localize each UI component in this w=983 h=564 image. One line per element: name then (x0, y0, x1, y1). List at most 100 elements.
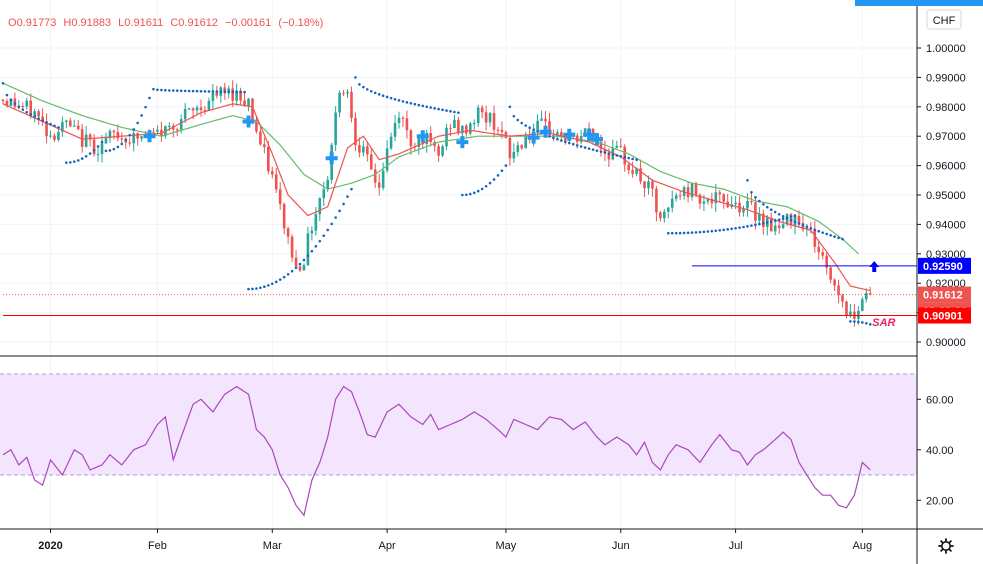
sar-dot (397, 99, 401, 102)
signal-markers (143, 115, 603, 165)
rsi-tick-label: 20.00 (926, 495, 954, 507)
candle-body (564, 136, 567, 141)
sar-dot (72, 160, 76, 163)
candle-body (837, 285, 840, 296)
sar-dot (813, 228, 817, 232)
price-tick-label: 0.95000 (926, 190, 966, 202)
sar-dot (817, 229, 821, 233)
sar-dot (564, 140, 567, 144)
sar-dot (548, 135, 551, 138)
candle-body (758, 213, 761, 221)
currency-button[interactable]: CHF (926, 9, 962, 30)
candle-body (484, 112, 488, 123)
sar-dot (136, 121, 139, 125)
sar-dot (346, 195, 349, 198)
gear-icon[interactable] (938, 538, 954, 554)
sar-dot (13, 102, 17, 105)
candle-body (516, 145, 520, 153)
sar-dot (124, 138, 128, 142)
candle-body (314, 214, 318, 231)
close-label: C (170, 17, 178, 29)
sar-dot (773, 219, 777, 222)
candle-body (508, 137, 512, 159)
candle-body (694, 183, 698, 196)
time-axis[interactable]: 2020 Feb Mar Apr May Jun Jul Aug (38, 529, 872, 552)
sar-dot (575, 144, 579, 147)
candle-body (698, 195, 702, 204)
sar-dot (191, 89, 195, 93)
sar-dot (255, 287, 258, 290)
candle-body (457, 119, 460, 134)
sar-dot (536, 130, 539, 133)
sar-dot (358, 83, 361, 86)
candle-body (821, 252, 825, 256)
candle-body (393, 123, 397, 137)
sar-dot (96, 145, 100, 148)
candle-body (259, 131, 262, 145)
candle-body (548, 121, 551, 136)
sar-dot (694, 231, 698, 234)
signal-cross-icon (242, 115, 255, 128)
sar-dot (583, 146, 587, 149)
sar-dot (104, 149, 108, 153)
candle-body (623, 146, 627, 165)
sar-dot (17, 105, 21, 109)
sar-dot (765, 205, 769, 209)
rsi-axis[interactable]: 20.00 40.00 60.00 (917, 394, 954, 507)
candle-body (132, 133, 135, 144)
sar-dot (433, 107, 436, 110)
price-levels (3, 265, 917, 317)
sar-dot (710, 229, 714, 233)
candle-body (401, 117, 405, 119)
sar-dot (29, 113, 33, 116)
candle-body (255, 119, 258, 132)
candle-body (381, 170, 385, 188)
sar-dot (425, 105, 429, 109)
candle-body (524, 136, 528, 149)
sar-dot (247, 287, 250, 291)
sar-dot (809, 227, 813, 230)
candle-body (690, 183, 694, 198)
price-tick-label: 0.97000 (926, 131, 966, 143)
sar-dot (417, 103, 421, 107)
candle-body (235, 90, 238, 101)
top-toolbar-strip[interactable] (855, 0, 983, 6)
sar-dot (306, 254, 310, 258)
rsi-band (0, 374, 917, 475)
candle-body (373, 169, 377, 183)
candle-body (207, 100, 211, 111)
candle-body (377, 182, 381, 188)
candle-body (845, 301, 848, 316)
sar-dot (861, 321, 864, 324)
candle-body (215, 92, 219, 96)
sar-dot (524, 124, 528, 127)
candle-body (615, 145, 619, 148)
sar-dot (631, 157, 634, 161)
low-label: L (118, 17, 124, 29)
candle-body (449, 127, 452, 129)
signal-cross-icon (325, 152, 338, 165)
candle-body (282, 203, 286, 229)
sar-dot (231, 90, 234, 94)
sar-dot (496, 174, 500, 177)
sar-dot (789, 215, 793, 218)
sar-dot (215, 90, 219, 93)
sar-dot (635, 158, 638, 162)
sar-dot (556, 137, 559, 141)
sar-dot (1, 81, 5, 85)
candle-body (599, 141, 603, 150)
candle-body (342, 92, 345, 94)
sar-dot (793, 214, 797, 217)
candle-body (445, 127, 448, 147)
candle-body (41, 116, 44, 122)
sar-dot (754, 195, 757, 199)
candle-body (583, 128, 587, 137)
sar-dot (80, 157, 84, 160)
candle-body (868, 293, 872, 295)
sar-dot (120, 142, 124, 146)
candle-body (742, 208, 745, 213)
sar-dot (746, 225, 749, 228)
candle-body (263, 144, 266, 148)
candle-body (270, 171, 274, 175)
